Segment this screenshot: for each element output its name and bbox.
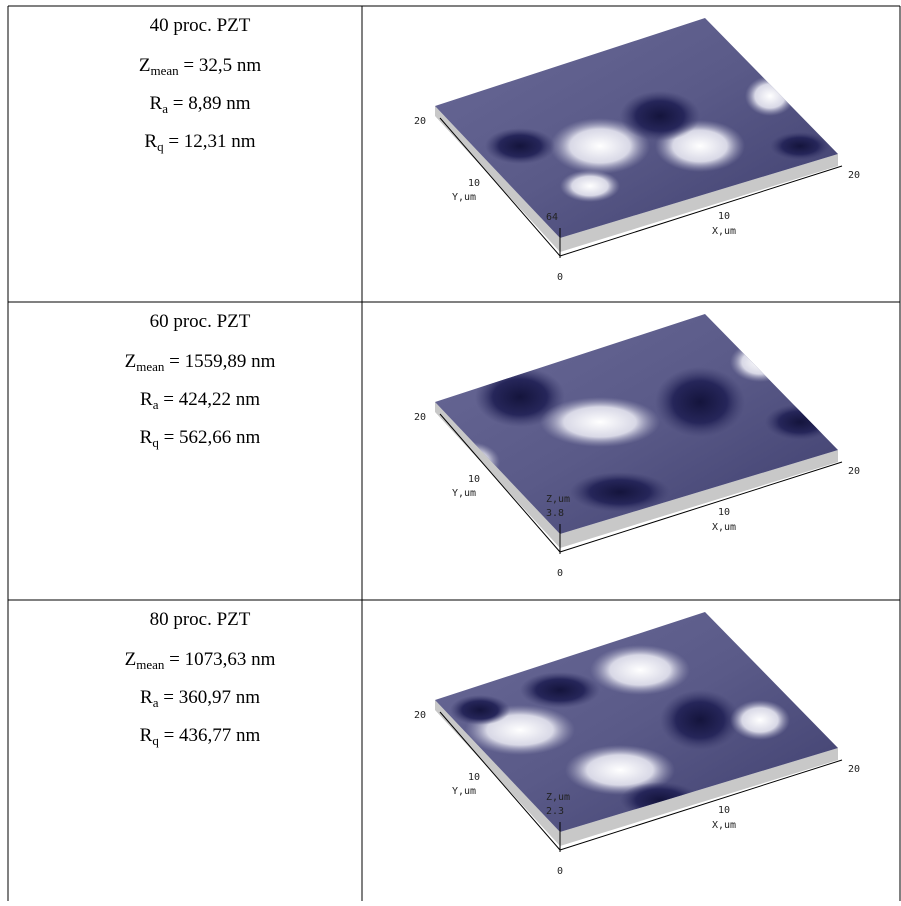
value-text: = 1559,89 nm	[164, 351, 275, 372]
surface-feature	[765, 404, 835, 440]
axis-label: 10	[718, 507, 730, 518]
symbol: Z	[125, 649, 137, 670]
axis-label: Y,um	[452, 192, 476, 203]
surface-feature	[520, 672, 600, 708]
value-text: = 424,22 nm	[158, 389, 260, 410]
roughness-stat: Rq = 562,66 nm	[140, 427, 261, 450]
symbol: R	[140, 725, 153, 746]
roughness-stat: Zmean = 32,5 nm	[139, 55, 261, 78]
symbol: R	[140, 389, 153, 410]
subscript: mean	[136, 657, 165, 672]
surface-feature	[655, 367, 745, 437]
roughness-stat: Ra = 360,97 nm	[140, 687, 260, 710]
axis-label: 10	[468, 772, 480, 783]
axis-label: Z,um	[546, 792, 570, 803]
axis-label: 20	[848, 170, 860, 181]
axis-label: 2.3	[546, 806, 564, 817]
axis-label: 10	[468, 178, 480, 189]
value-text: = 360,97 nm	[158, 687, 260, 708]
subscript: mean	[136, 359, 165, 374]
symbol: R	[140, 427, 153, 448]
axis-label: 0	[557, 272, 563, 283]
axis-label: 20	[414, 710, 426, 721]
axis-label: Z,um	[546, 494, 570, 505]
surface-feature	[770, 132, 830, 160]
symbol: Z	[139, 55, 151, 76]
symbol: R	[140, 687, 153, 708]
axis-label: X,um	[712, 226, 736, 237]
afm-surface	[430, 6, 850, 246]
roughness-stat: Zmean = 1073,63 nm	[125, 649, 276, 672]
axis-label: 0	[557, 866, 563, 877]
roughness-stat: Zmean = 1559,89 nm	[125, 351, 276, 374]
surface-feature	[730, 342, 790, 382]
table: 40 proc. PZTZmean = 32,5 nmRa = 8,89 nmR…	[0, 0, 901, 901]
axis-label: Y,um	[452, 488, 476, 499]
value-text: = 436,77 nm	[159, 725, 261, 746]
axis-label: X,um	[712, 820, 736, 831]
axis-label: Y,um	[452, 786, 476, 797]
surface-feature	[745, 76, 795, 116]
axis-label: 10	[718, 805, 730, 816]
roughness-stat: Ra = 424,22 nm	[140, 389, 260, 412]
axis-label: 20	[414, 116, 426, 127]
surface-feature	[540, 397, 660, 447]
sample-title: 40 proc. PZT	[150, 15, 251, 36]
sample-title: 80 proc. PZT	[150, 609, 251, 630]
surface-feature	[730, 700, 790, 740]
axis-label: 10	[718, 211, 730, 222]
surface-feature	[560, 170, 620, 202]
symbol: Z	[125, 351, 137, 372]
sample-title: 60 proc. PZT	[150, 311, 251, 332]
value-text: = 32,5 nm	[179, 55, 262, 76]
roughness-stat: Rq = 436,77 nm	[140, 725, 261, 748]
axis-label: X,um	[712, 522, 736, 533]
value-text: = 562,66 nm	[159, 427, 261, 448]
axis-label: 0	[557, 568, 563, 579]
symbol: R	[144, 131, 157, 152]
axis-label: 20	[848, 466, 860, 477]
axis-label: 64	[546, 212, 558, 223]
axis-label: 10	[468, 474, 480, 485]
page: 40 proc. PZTZmean = 32,5 nmRa = 8,89 nmR…	[0, 0, 901, 901]
value-text: = 12,31 nm	[164, 131, 256, 152]
value-text: = 8,89 nm	[168, 93, 251, 114]
table-row: 60 proc. PZT Zmean = 1559,89 nm Ra = 424,2…	[125, 302, 860, 579]
surface-feature	[450, 695, 510, 725]
roughness-stat: Ra = 8,89 nm	[150, 93, 251, 116]
surface-feature	[590, 645, 690, 695]
axis-label: 20	[848, 764, 860, 775]
symbol: R	[150, 93, 163, 114]
surface-feature	[660, 690, 740, 750]
afm-surface	[430, 302, 850, 542]
surface-feature	[485, 128, 555, 164]
roughness-stat: Rq = 12,31 nm	[144, 131, 255, 154]
afm-surface	[430, 600, 850, 840]
value-text: = 1073,63 nm	[164, 649, 275, 670]
axis-label: 20	[414, 412, 426, 423]
surface-feature	[620, 91, 700, 141]
axis-label: 3.8	[546, 508, 564, 519]
subscript: mean	[150, 63, 179, 78]
table-row: 80 proc. PZT Zmean = 1073,63 nm Ra = 360,9…	[125, 600, 860, 877]
